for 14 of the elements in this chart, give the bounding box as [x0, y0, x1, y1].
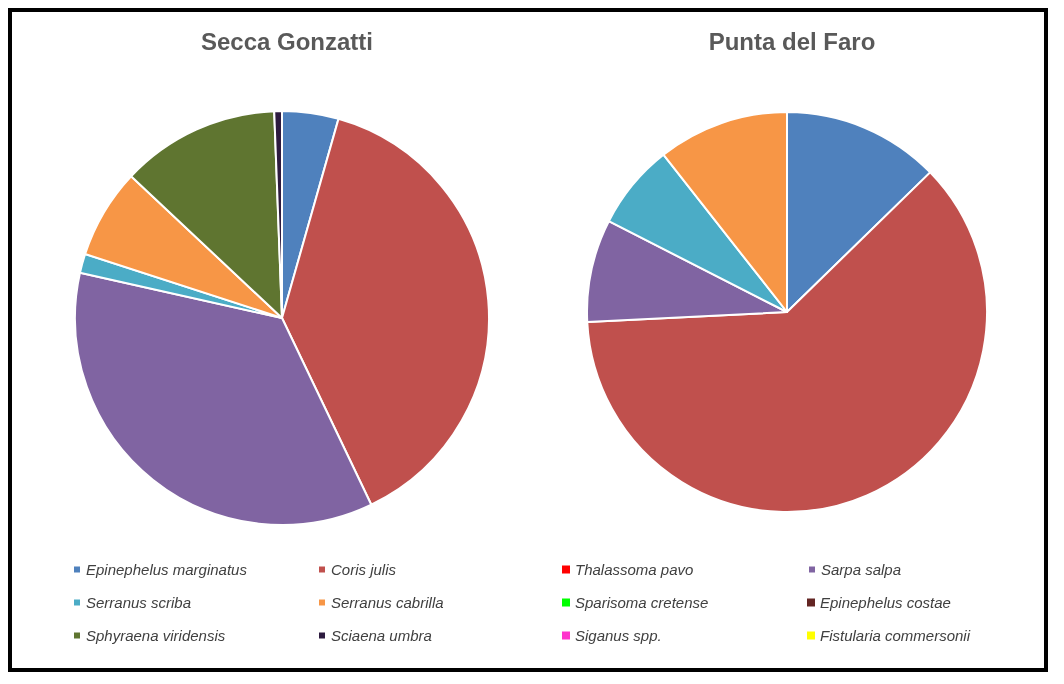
legend-label: Fistularia commersonii [820, 627, 971, 644]
legend-label: Serranus scriba [86, 594, 192, 611]
legend-label: Sciaena umbra [331, 627, 432, 644]
legend-label: Siganus spp. [575, 627, 662, 644]
legend-label: Epinephelus marginatus [86, 561, 248, 578]
legend-label: Sphyraena viridensis [86, 627, 226, 644]
legend-label: Sarpa salpa [821, 561, 902, 578]
legend-label: Epinephelus costae [820, 594, 951, 611]
legend-label: Coris julis [331, 561, 397, 578]
slice-label: Secca Gonzatti [200, 27, 374, 55]
legend-label: Thalassoma pavo [575, 561, 694, 578]
slice-label: Punta del Faro [708, 27, 876, 55]
legend-label: Serranus cabrilla [331, 594, 444, 611]
legend-label: Sparisoma cretense [575, 594, 709, 611]
